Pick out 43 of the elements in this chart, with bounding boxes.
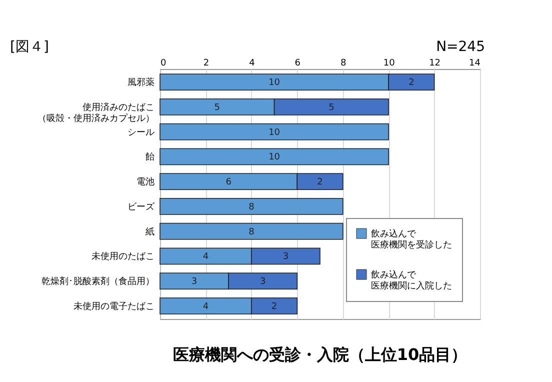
y-tick-label: 使用済みのたばこ（吸殻・使用済みカプセル） <box>38 102 154 124</box>
data-label: 10 <box>268 128 280 138</box>
text: 医療機関への受診・入院（上位10品目） <box>172 345 468 364</box>
y-tick-label: ビーズ <box>128 201 156 212</box>
y-tick-label: シール <box>128 128 154 138</box>
bar <box>160 148 389 166</box>
x-tick-label: 8 <box>340 58 346 68</box>
data-label: 4 <box>202 302 209 312</box>
y-tick-label: 飴 <box>146 152 154 163</box>
data-label: 10 <box>268 78 280 88</box>
legend-label: 飲み込んで医療機関に入院した <box>371 270 452 292</box>
data-label: 8 <box>248 202 255 212</box>
y-tick-label: 紙 <box>146 226 154 238</box>
data-label: 2 <box>408 78 414 88</box>
data-label: 3 <box>260 277 266 288</box>
y-tick-label: 乾燥剤･脱酸素剤（食品用） <box>42 276 154 288</box>
x-tick-label: 2 <box>203 58 210 68</box>
data-label: 4 <box>202 252 209 262</box>
y-tick-label: 風邪薬 <box>128 77 154 88</box>
bar <box>160 123 389 140</box>
data-label: 2 <box>271 302 278 312</box>
y-tick-label: 未使用のたばこ <box>92 251 154 262</box>
x-tick-label: 14 <box>469 58 481 68</box>
text: N=245 <box>436 39 485 55</box>
data-label: 3 <box>191 277 198 288</box>
x-tick-label: 10 <box>383 58 396 68</box>
data-label: 2 <box>317 178 323 188</box>
bar <box>160 222 344 240</box>
data-label: 10 <box>268 152 280 163</box>
text: [図４] <box>10 39 49 55</box>
data-label: 5 <box>214 102 220 113</box>
y-tick-label: 電池 <box>136 176 154 188</box>
y-tick-label: 未使用の電子たばこ <box>74 300 154 312</box>
x-tick-label: 12 <box>429 58 441 68</box>
x-tick-label: 4 <box>249 58 256 68</box>
data-label: 3 <box>282 252 289 262</box>
x-tick-label: 0 <box>160 58 166 68</box>
data-label: 8 <box>248 227 255 238</box>
data-label: 6 <box>226 178 232 188</box>
bar <box>160 198 344 215</box>
data-label: 5 <box>328 102 334 113</box>
x-tick-label: 6 <box>294 58 301 68</box>
legend-label: 飲み込んで医療機関を受診した <box>371 228 452 250</box>
